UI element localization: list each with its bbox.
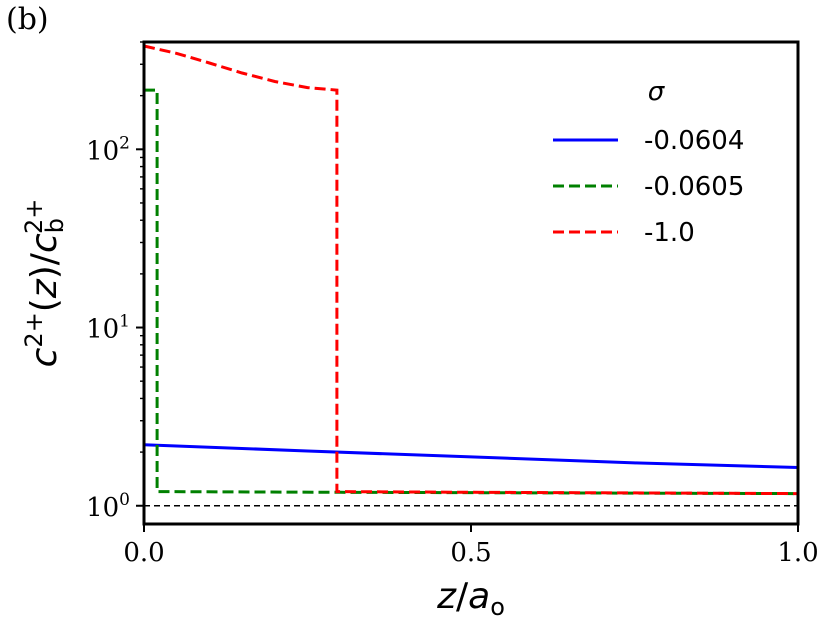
y-axis-label-base: c [24, 347, 65, 367]
series-line-3 [143, 44, 799, 496]
y-axis-label-var: z [24, 278, 65, 299]
x-tick-label-1: 0.0 [123, 538, 164, 568]
series-line-2 [144, 88, 799, 496]
x-axis-label-sym: a [468, 576, 490, 617]
y-axis-label-sup: 2+ [20, 312, 48, 347]
legend-title: σ [648, 77, 666, 107]
y-tick-label-2: 101 [86, 312, 130, 345]
legend-label-3: -1.0 [644, 218, 695, 248]
y-axis-label-close: )/ [24, 252, 65, 279]
plot-frame [142, 40, 800, 526]
x-tick-label-2: 0.5 [450, 538, 491, 568]
x-tick-label-3: 1.0 [777, 538, 818, 568]
panel-label: (b) [6, 2, 49, 37]
x-axis-label-sub: o [490, 593, 505, 621]
y-axis-label-open: ( [24, 298, 65, 312]
x-axis-label-sep: / [456, 576, 469, 617]
axis-ticks: 0.0 0.5 1.0 100 101 102 [86, 41, 819, 568]
x-axis-label-var: z [436, 576, 457, 617]
legend: σ -0.0604 -0.0605 -1.0 [553, 77, 744, 248]
legend-label-2: -0.0605 [644, 172, 744, 202]
y-axis-label: c2+(z)/cb2+ [20, 199, 69, 368]
y-tick-label-3: 102 [86, 133, 130, 166]
y-axis-label-sub2: b [41, 218, 69, 233]
y-axis-label-base2: c [24, 233, 65, 253]
y-tick-label-1: 100 [86, 490, 130, 523]
y-axis-label-sup2: 2+ [20, 199, 48, 234]
x-axis-label: z/ao [436, 576, 505, 621]
plot-lines [143, 44, 799, 507]
series-line-1 [143, 443, 799, 469]
legend-label-1: -0.0604 [644, 126, 744, 156]
